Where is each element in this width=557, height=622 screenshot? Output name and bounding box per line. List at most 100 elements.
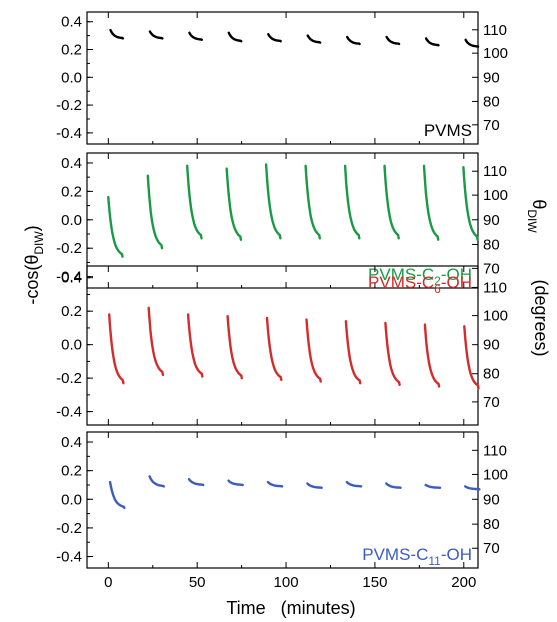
series-segment <box>345 480 363 488</box>
panel-label-sub: 6 <box>434 282 441 296</box>
series-segment <box>227 31 243 43</box>
y-tick-label-left: 0.0 <box>61 337 82 354</box>
series-segment <box>148 475 165 488</box>
series-segment <box>148 30 164 40</box>
series-segment <box>107 195 124 258</box>
y-tick-label-left: -0.4 <box>56 125 82 142</box>
y-tick-label-left: -0.4 <box>56 549 82 566</box>
x-tick-label: 150 <box>362 574 387 591</box>
panel-3: 0.4 0.2 0.0 -0.2 -0.4 110 100 90 80 70 PVMS-C6-OH <box>56 265 508 426</box>
y-axis-title-right-symbol: θDIW <box>525 199 549 233</box>
x-tick-label: 200 <box>451 574 476 591</box>
y-axis-title-left-main: -cos(θ <box>22 255 42 305</box>
panel-2: 0.4 0.2 0.0 -0.2 -0.4 110 100 90 80 70 PVMS-C2-OH <box>56 152 508 289</box>
series-segment <box>188 31 203 41</box>
y-tick-label-right: 110 <box>483 22 507 39</box>
y-tick-label-left: 0.0 <box>61 69 82 86</box>
y-tick-label-left: -0.2 <box>56 240 82 257</box>
y-tick-label-right: 80 <box>483 516 500 533</box>
series-segment <box>227 479 244 487</box>
series-segment <box>264 163 282 240</box>
x-axis-title: Time (minutes) <box>226 598 355 618</box>
series-segment <box>385 35 401 46</box>
series-segment <box>109 28 125 40</box>
y-tick-label-right: 100 <box>483 45 508 62</box>
series-segment <box>424 37 440 47</box>
series-segment <box>385 482 402 489</box>
series-segment <box>346 35 361 46</box>
panels-layer: 0.40.20.0-0.2-0.4110100908070PVMS0.40.20… <box>56 11 508 591</box>
series-segment <box>186 313 204 378</box>
y-tick-label-right: 110 <box>483 279 507 296</box>
series-segment <box>304 164 321 240</box>
y-tick-label-right: 70 <box>483 117 500 134</box>
panel-frame <box>86 152 479 289</box>
panel-label-sub: 2 <box>434 274 441 288</box>
y-tick-label-right: 100 <box>483 466 508 483</box>
series-segment <box>383 164 400 240</box>
series-segment <box>422 164 440 241</box>
y-tick-label-right: 100 <box>483 187 508 204</box>
y-tick-label-left: 0.4 <box>61 270 82 287</box>
series-segment <box>147 306 165 376</box>
y-tick-label-left: -0.2 <box>56 520 82 537</box>
series-segment <box>464 38 480 48</box>
series-segment <box>305 318 322 383</box>
series-segment <box>108 480 126 510</box>
series-segment <box>108 313 125 385</box>
panel-label-end: -OH <box>441 545 472 564</box>
y-tick-label-right: 90 <box>483 491 500 508</box>
y-tick-label-right: 80 <box>483 93 500 110</box>
y-tick-label-right: 90 <box>483 212 500 229</box>
series-segment <box>187 478 205 487</box>
y-tick-label-left: 0.0 <box>61 212 82 229</box>
y-tick-label-right: 100 <box>483 308 508 325</box>
y-tick-label-right: 70 <box>483 540 500 557</box>
panel-frame <box>86 431 479 569</box>
series-segment <box>267 33 282 43</box>
panel-frame <box>86 11 479 145</box>
series-segment <box>384 321 401 386</box>
y-tick-label-left: -0.2 <box>56 97 82 114</box>
series-segment <box>344 320 362 385</box>
x-tick-label: 100 <box>274 574 299 591</box>
y-tick-label-right: 80 <box>483 366 500 383</box>
y-tick-label-right: 90 <box>483 69 500 86</box>
y-axis-title-right-theta: θ <box>529 199 549 209</box>
series-segment <box>424 483 442 489</box>
y-tick-label-left: 0.2 <box>61 42 82 59</box>
y-tick-label-left: 0.4 <box>61 434 82 451</box>
y-tick-label-right: 80 <box>483 236 500 253</box>
y-tick-label-left: 0.0 <box>61 491 82 508</box>
series-segment <box>464 485 481 491</box>
series-segment <box>306 482 323 489</box>
y-tick-label-left: 0.2 <box>61 463 82 480</box>
series-segment <box>423 323 441 388</box>
series-segment <box>266 480 284 488</box>
y-axis-title-left-end: ) <box>22 225 42 231</box>
y-axis-title-left: -cos(θDIW) <box>22 225 46 304</box>
y-tick-label-left: 0.4 <box>61 14 82 31</box>
series-segment <box>463 325 480 390</box>
panel-4: 0.4 0.2 0.0 -0.2 -0.4 110 100 90 80 70 PVMS-C11-OH <box>56 431 508 569</box>
panel-1: 0.4 0.2 0.0 -0.2 -0.4 110 100 90 80 70 PVMS <box>56 11 508 145</box>
panel-label-end: -OH <box>441 273 472 292</box>
y-tick-label-left: -0.4 <box>56 404 82 421</box>
panel-label-main: PVMS-C <box>368 265 434 284</box>
panel-frame <box>86 265 479 426</box>
series-segment <box>186 164 203 240</box>
y-tick-label-left: 0.4 <box>61 155 82 172</box>
y-tick-label-left: -0.4 <box>56 269 82 286</box>
y-tick-label-right: 70 <box>483 394 500 411</box>
series-segment <box>265 316 283 381</box>
panel-label: PVMS-C11-OH <box>362 545 472 568</box>
series-segment <box>146 174 164 250</box>
y-tick-label-right: 110 <box>483 442 507 459</box>
panel-label: PVMS-C6-OH <box>368 273 472 296</box>
series-segment <box>225 167 243 241</box>
panel-label-main: PVMS-C <box>362 545 428 564</box>
x-tick-label: 0 <box>104 574 112 591</box>
panel-label: PVMS <box>424 121 472 140</box>
panel-label-main: PVMS-C <box>368 273 434 292</box>
